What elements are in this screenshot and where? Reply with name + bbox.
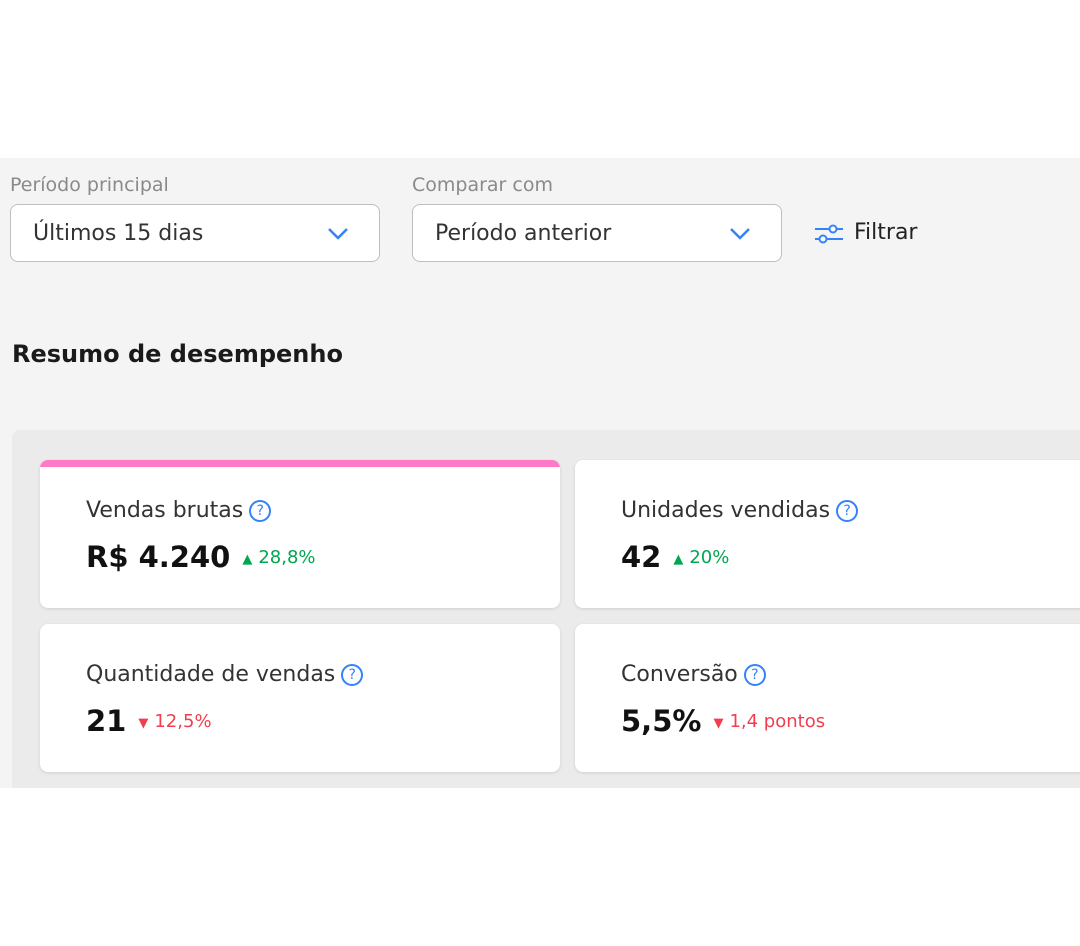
filter-icon: [815, 224, 843, 244]
metric-title-text: Vendas brutas: [86, 498, 244, 523]
chevron: [328, 228, 348, 240]
metric-title-text: Quantidade de vendas: [86, 662, 336, 687]
metric-value: R$ 4.240: [86, 540, 231, 574]
metric-value-row: 5,5% ▼ 1,4 pontos: [621, 704, 825, 738]
metric-value-row: 42 ▲ 20%: [621, 540, 729, 574]
metric-card: Unidades vendidas? 42 ▲ 20%: [575, 460, 1080, 608]
chevron: [730, 228, 750, 240]
help-icon[interactable]: ?: [249, 500, 272, 522]
dashboard: Período principal Últimos 15 dias Compar…: [0, 158, 1080, 788]
change-text: 20%: [689, 547, 730, 568]
metric-value-row: 21 ▼ 12,5%: [86, 704, 212, 738]
change-text: 12,5%: [154, 711, 212, 732]
trend-arrow: ▲: [673, 552, 684, 567]
trend-arrow: ▼: [138, 716, 149, 731]
cards-panel: Vendas brutas? R$ 4.240 ▲ 28,8% Unidades ven…: [12, 430, 1080, 788]
trend-arrow: ▼: [713, 716, 724, 731]
metric-value: 5,5%: [621, 704, 702, 738]
metric-title: Conversão?: [621, 662, 766, 687]
metric-value: 21: [86, 704, 127, 738]
selected-accent: [40, 460, 560, 467]
period-select[interactable]: Últimos 15 dias: [10, 204, 380, 262]
change-text: 1,4 pontos: [729, 711, 826, 732]
filter-text: Filtrar: [854, 220, 918, 245]
section-title: Resumo de desempenho: [12, 340, 343, 368]
metric-change: ▲ 20%: [673, 547, 729, 568]
metric-value: 42: [621, 540, 662, 574]
help-icon[interactable]: ?: [341, 664, 364, 686]
field-label: Comparar com: [412, 174, 553, 196]
metric-card: Quantidade de vendas? 21 ▼ 12,5%: [40, 624, 560, 772]
metric-card: Conversão? 5,5% ▼ 1,4 pontos: [575, 624, 1080, 772]
metric-title: Quantidade de vendas?: [86, 662, 364, 687]
compare-select[interactable]: Período anterior: [412, 204, 782, 262]
metric-title-text: Conversão: [621, 662, 738, 687]
metric-title: Unidades vendidas?: [621, 498, 859, 523]
metric-value-row: R$ 4.240 ▲ 28,8%: [86, 540, 316, 574]
help-icon[interactable]: ?: [743, 664, 766, 686]
metric-change: ▼ 1,4 pontos: [713, 711, 825, 732]
trend-arrow: ▲: [242, 552, 253, 567]
select-value: Últimos 15 dias: [33, 221, 204, 246]
help-icon[interactable]: ?: [836, 500, 859, 522]
field-label: Período principal: [10, 174, 169, 196]
metric-card: Vendas brutas? R$ 4.240 ▲ 28,8%: [40, 460, 560, 608]
metric-change: ▲ 28,8%: [242, 547, 315, 568]
filter-button[interactable]: Filtrar: [814, 220, 917, 245]
change-text: 28,8%: [258, 547, 316, 568]
metric-change: ▼ 12,5%: [138, 711, 211, 732]
metric-title-text: Unidades vendidas: [621, 498, 831, 523]
metric-title: Vendas brutas?: [86, 498, 272, 523]
select-value: Período anterior: [435, 221, 612, 246]
